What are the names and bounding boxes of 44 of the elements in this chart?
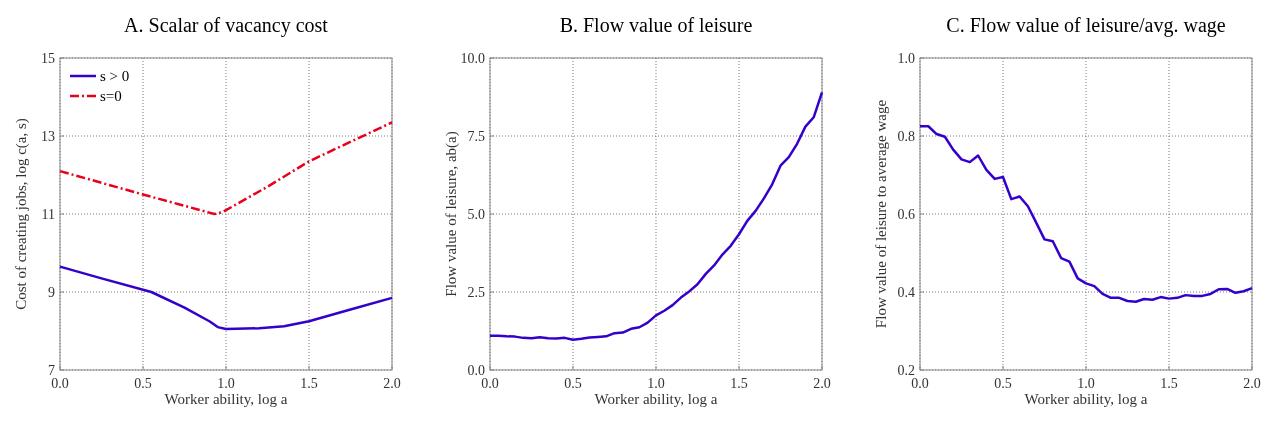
x-tick-label: 2.0 xyxy=(813,376,831,391)
x-tick-label: 0.5 xyxy=(564,376,582,391)
line-series xyxy=(58,121,394,216)
x-tick-label: 0.5 xyxy=(994,376,1012,391)
y-tick-label: 10.0 xyxy=(460,51,485,66)
x-tick-label: 1.0 xyxy=(1077,376,1095,391)
y-tick-label: 0.0 xyxy=(467,363,485,378)
x-tick-label: 1.0 xyxy=(647,376,665,391)
y-tick-label: 0.4 xyxy=(897,285,915,300)
x-axis-title: Worker ability, log a xyxy=(594,391,718,407)
x-tick-label: 2.0 xyxy=(1243,376,1261,391)
y-tick-label: 7 xyxy=(48,363,55,378)
x-tick-label: 0.5 xyxy=(134,376,152,391)
x-tick-label: 1.5 xyxy=(1160,376,1178,391)
y-axis-title: Flow value of leisure to average wage xyxy=(873,99,889,329)
x-tick-label: 1.0 xyxy=(217,376,235,391)
y-tick-label: 1.0 xyxy=(897,51,915,66)
y-tick-label: 7.5 xyxy=(467,129,485,144)
y-tick-label: 13 xyxy=(41,129,55,144)
y-tick-label: 0.6 xyxy=(897,207,915,222)
y-tick-label: 2.5 xyxy=(467,285,485,300)
legend-label: s=0 xyxy=(100,88,122,104)
x-tick-label: 2.0 xyxy=(383,376,401,391)
x-axis-title: Worker ability, log a xyxy=(1024,391,1148,407)
y-tick-label: 9 xyxy=(48,285,55,300)
y-tick-label: 0.8 xyxy=(897,129,915,144)
x-tick-label: 0.0 xyxy=(481,376,499,391)
x-tick-label: 1.5 xyxy=(300,376,318,391)
chart-title: B. Flow value of leisure xyxy=(559,14,753,36)
legend-label: s > 0 xyxy=(100,68,130,84)
y-tick-label: 11 xyxy=(41,207,55,222)
line-series xyxy=(488,91,824,341)
y-tick-label: 0.2 xyxy=(897,363,915,378)
x-tick-label: 0.0 xyxy=(911,376,929,391)
y-axis-title: Cost of creating jobs, log c(a, s) xyxy=(13,118,30,310)
line-series xyxy=(918,125,1254,303)
x-axis-title: Worker ability, log a xyxy=(164,391,288,407)
line-series xyxy=(58,265,394,331)
y-tick-label: 15 xyxy=(41,51,55,66)
y-tick-label: 5.0 xyxy=(467,207,485,222)
chart-title: A. Scalar of vacancy cost xyxy=(124,14,329,37)
chart-title: C. Flow value of leisure/avg. wage xyxy=(946,14,1226,37)
x-tick-label: 1.5 xyxy=(730,376,748,391)
y-axis-title: Flow value of leisure, ab(a) xyxy=(443,131,460,297)
